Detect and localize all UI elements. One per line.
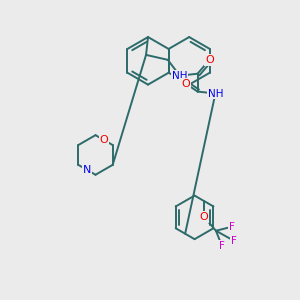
Text: O: O xyxy=(100,135,109,145)
Text: F: F xyxy=(231,236,237,246)
Text: F: F xyxy=(229,222,235,232)
Text: O: O xyxy=(205,55,214,65)
Text: N: N xyxy=(83,165,91,175)
Text: O: O xyxy=(200,212,208,222)
Text: NH: NH xyxy=(208,88,223,98)
Text: O: O xyxy=(181,79,190,88)
Text: NH: NH xyxy=(172,71,188,81)
Text: F: F xyxy=(219,241,225,250)
